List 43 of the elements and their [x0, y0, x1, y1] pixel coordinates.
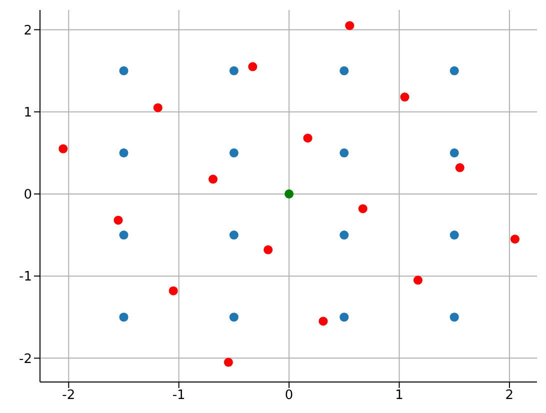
point [224, 358, 233, 367]
point [413, 276, 422, 285]
x-tick-label: 0 [284, 388, 294, 404]
point [450, 230, 459, 240]
x-tick-label: -1 [172, 388, 186, 404]
point [340, 230, 349, 240]
y-tick-label: -1 [19, 270, 32, 285]
point [264, 245, 273, 254]
point [229, 230, 238, 240]
point [229, 312, 238, 322]
point [450, 148, 459, 158]
point [153, 103, 162, 112]
point [340, 148, 349, 158]
point [510, 234, 520, 244]
point [340, 66, 349, 76]
point [455, 163, 464, 172]
point [450, 312, 459, 322]
point [340, 312, 349, 322]
x-tick-label: -2 [62, 388, 76, 404]
point [303, 134, 312, 143]
point [119, 312, 128, 322]
point [248, 62, 258, 72]
point [119, 66, 128, 76]
y-tick-label: 2 [24, 23, 32, 38]
point [318, 316, 328, 326]
x-tick-label: 2 [505, 388, 514, 404]
point [358, 204, 368, 214]
point [229, 148, 238, 158]
y-tick-label: 1 [24, 105, 32, 120]
x-tick-label: 1 [395, 388, 404, 404]
point [208, 174, 218, 184]
point [400, 92, 410, 102]
point [114, 216, 123, 225]
point [345, 21, 354, 30]
point [119, 148, 128, 158]
point [119, 230, 128, 240]
point [450, 66, 459, 76]
y-tick-label: 0 [24, 188, 32, 203]
point [229, 66, 238, 76]
point [284, 189, 294, 198]
point [58, 144, 68, 154]
point [168, 286, 178, 296]
y-tick-label: -2 [19, 352, 32, 367]
